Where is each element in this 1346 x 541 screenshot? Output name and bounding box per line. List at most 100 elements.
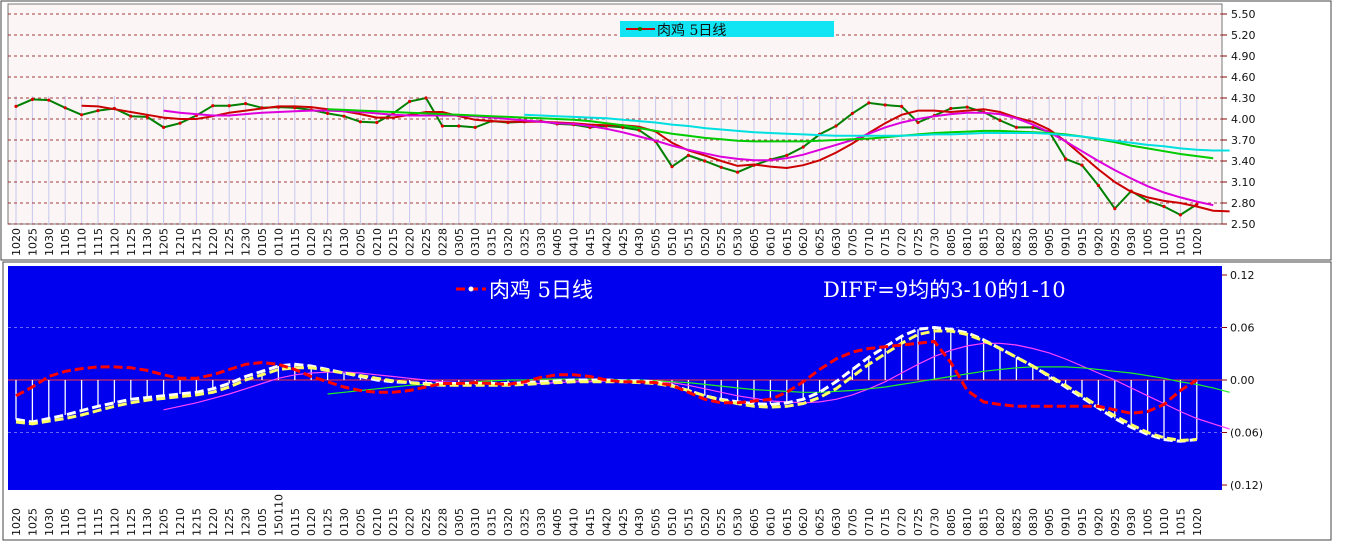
top-x-tick-label: 0920 xyxy=(1092,228,1105,256)
top-data-point xyxy=(1162,204,1166,209)
bottom-x-tick-label: 0430 xyxy=(633,508,646,536)
top-x-tick-label: 1115 xyxy=(92,228,105,256)
bottom-x-tick-label: 1120 xyxy=(108,508,121,536)
bottom-y-tick-label: (0.06) xyxy=(1230,427,1263,440)
top-x-tick-label: 0415 xyxy=(584,228,597,256)
bottom-x-tick-label: 1230 xyxy=(240,508,253,536)
top-data-point xyxy=(14,104,18,108)
bottom-x-tick-label: 1005 xyxy=(1142,508,1155,536)
bottom-y-axis-ticks: 0.12 0.06 0.00 (0.06) (0.12) xyxy=(1222,269,1263,492)
bottom-y-tick-label: 0.00 xyxy=(1230,374,1255,387)
bottom-x-tick-label: 1010 xyxy=(1158,508,1171,536)
top-x-tick-label: 0615 xyxy=(781,228,794,256)
top-x-tick-label: 0705 xyxy=(846,228,859,256)
top-data-point xyxy=(719,165,723,169)
top-data-point xyxy=(736,170,740,174)
top-x-tick-label: 0315 xyxy=(486,228,499,256)
top-x-tick-label: 1025 xyxy=(26,228,39,256)
top-data-point xyxy=(1064,157,1068,161)
top-data-point xyxy=(63,106,67,110)
top-data-point xyxy=(96,109,100,113)
top-x-tick-label: 0130 xyxy=(338,228,351,256)
top-chart: 5.50 5.20 4.90 4.60 4.30 4.00 3.70 3.40 3.10 2.80… xyxy=(0,0,1332,261)
top-y-tick-label: 3.70 xyxy=(1231,134,1256,147)
top-legend-label: 肉鸡 5日线 xyxy=(657,22,726,39)
bottom-series-line xyxy=(15,329,1197,442)
bottom-x-tick-label: 0610 xyxy=(764,508,777,536)
bottom-x-tick-label: 0130 xyxy=(338,508,351,536)
top-x-tick-label: 1205 xyxy=(158,228,171,256)
bottom-x-tick-label: 0725 xyxy=(912,508,925,536)
top-data-point xyxy=(785,153,789,157)
bottom-x-tick-label: 1110 xyxy=(76,508,89,536)
top-y-tick-label: 3.40 xyxy=(1231,155,1256,168)
top-data-point xyxy=(686,153,691,157)
bottom-difference-bars xyxy=(15,327,1198,442)
top-x-tick-label: 0520 xyxy=(699,228,712,256)
top-x-tick-label: 0228 xyxy=(436,228,449,256)
top-data-point xyxy=(1195,202,1199,206)
bottom-x-tick-label: 0315 xyxy=(486,508,499,536)
top-x-tick-label: 0220 xyxy=(404,228,417,256)
top-x-tick-label: 1110 xyxy=(76,228,89,256)
top-x-tick-label: 0310 xyxy=(469,228,482,256)
bottom-x-tick-label: 0420 xyxy=(600,508,613,536)
bottom-x-tick-label: 1225 xyxy=(223,508,236,536)
top-x-tick-label: 1005 xyxy=(1142,228,1155,256)
top-data-point xyxy=(375,120,379,125)
top-data-point xyxy=(949,106,953,111)
bottom-x-tick-label: 0125 xyxy=(322,508,335,536)
top-x-tick-label: 0725 xyxy=(912,228,925,256)
top-y-tick-label: 4.90 xyxy=(1231,50,1256,63)
top-x-tick-label: 1215 xyxy=(190,228,203,256)
top-data-point xyxy=(227,104,231,108)
bottom-x-tick-label: 1015 xyxy=(1174,508,1187,536)
top-plot-area xyxy=(7,3,1223,225)
bottom-x-tick-label: 1105 xyxy=(59,508,72,536)
top-data-point xyxy=(801,145,805,149)
top-x-tick-label: 0225 xyxy=(420,228,433,256)
top-y-axis-ticks: 5.50 5.20 4.90 4.60 4.30 4.00 3.70 3.40 3.10 2.80… xyxy=(1222,8,1256,231)
bottom-x-tick-label: 0205 xyxy=(354,508,367,536)
top-x-tick-label: 0620 xyxy=(797,228,810,256)
top-y-tick-label: 2.50 xyxy=(1231,218,1256,231)
top-data-point xyxy=(883,103,887,107)
top-x-tick-label: 0605 xyxy=(748,228,761,256)
top-x-tick-label: 0115 xyxy=(289,228,302,256)
bottom-x-tick-label: 1130 xyxy=(141,508,154,536)
bottom-x-tick-label: 0605 xyxy=(748,508,761,536)
top-x-tick-label: 0720 xyxy=(896,228,909,256)
bottom-series-lines xyxy=(15,325,1230,443)
bottom-y-tick-label: 0.12 xyxy=(1230,269,1255,282)
bottom-x-tick-label: 1215 xyxy=(190,508,203,536)
top-data-point xyxy=(1178,213,1182,217)
top-x-tick-label: 1020 xyxy=(10,228,23,256)
top-x-tick-label: 1125 xyxy=(125,228,138,256)
top-y-tick-label: 4.00 xyxy=(1231,113,1256,126)
top-data-point xyxy=(965,105,969,109)
bottom-x-tick-label: 0620 xyxy=(797,508,810,536)
bottom-x-tick-label: 1205 xyxy=(158,508,171,536)
top-x-tick-label: 1105 xyxy=(59,228,72,256)
bottom-legend-marker xyxy=(468,286,474,292)
top-x-tick-label: 0810 xyxy=(961,228,974,256)
bottom-x-tick-label: 1115 xyxy=(92,508,105,536)
bottom-x-tick-label: 1220 xyxy=(207,508,220,536)
top-x-tick-label: 0910 xyxy=(1060,228,1073,256)
top-x-tick-label: 0125 xyxy=(322,228,335,256)
bottom-x-tick-label: 0305 xyxy=(453,508,466,536)
top-data-point xyxy=(867,101,871,105)
top-x-tick-label: 0710 xyxy=(863,228,876,256)
top-x-tick-label: 0405 xyxy=(551,228,564,256)
bottom-x-tick-label: 0720 xyxy=(896,508,909,536)
top-x-tick-label: 0630 xyxy=(830,228,843,256)
top-data-point xyxy=(424,96,428,100)
top-data-point xyxy=(900,104,904,108)
bottom-x-tick-label: 0320 xyxy=(502,508,515,536)
bottom-x-tick-label: 1030 xyxy=(43,508,56,536)
bottom-x-tick-label: 0710 xyxy=(863,508,876,536)
top-y-tick-label: 4.30 xyxy=(1231,92,1256,105)
bottom-x-tick-label: 1020 xyxy=(1191,508,1204,536)
top-x-tick-label: 0210 xyxy=(371,228,384,256)
top-data-point xyxy=(129,114,133,118)
